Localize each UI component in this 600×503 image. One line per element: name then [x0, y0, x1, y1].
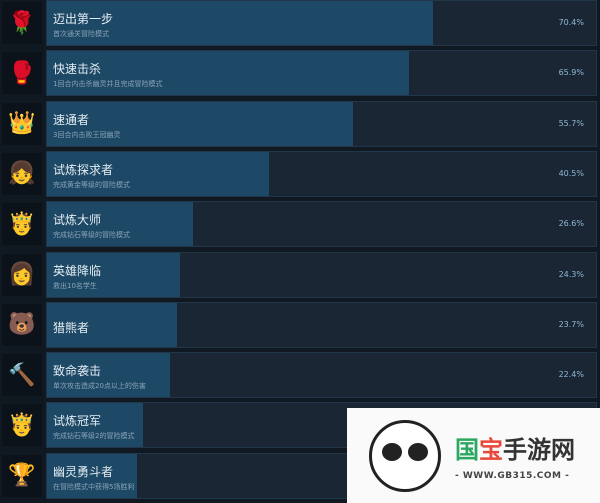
achievement-description: 3回合内击败王冠幽灵: [53, 130, 121, 139]
unlock-percentage: 22.4%: [558, 370, 584, 380]
progress-bar: 迈出第一步 首次通关冒险模式 70.4%: [46, 0, 597, 46]
watermark-logo: 国宝手游网 - WWW.GB315.COM -: [347, 408, 600, 503]
trophy-icon: 🏆: [2, 454, 42, 497]
unlock-percentage: 24.3%: [558, 269, 584, 279]
progress-bar: 快速击杀 1回合内击杀幽灵并且完成冒险模式 65.9%: [46, 50, 597, 97]
panda-icon: [369, 419, 441, 492]
achievement-row[interactable]: 👑 速通者 3回合内击败王冠幽灵 55.7%: [0, 100, 600, 147]
progress-fill: [47, 302, 178, 347]
achievement-name: 猎熊者: [53, 320, 90, 335]
achievement-description: 救出10名学生: [53, 281, 97, 290]
progress-fill: [47, 151, 270, 196]
progress-fill: [47, 101, 353, 146]
hammer-icon: 🔨: [2, 354, 42, 397]
achievement-name: 英雄降临: [53, 263, 102, 278]
progress-fill: [47, 403, 144, 448]
achievement-name: 快速击杀: [53, 62, 102, 77]
progress-bar: 英雄降临 救出10名学生 24.3%: [46, 251, 597, 298]
unlock-percentage: 40.5%: [558, 168, 584, 178]
achievement-row[interactable]: 🔨 致命袭击 单次攻击造成20点以上的伤害 22.4%: [0, 352, 600, 399]
unlock-percentage: 26.6%: [558, 219, 584, 229]
progress-fill: [47, 453, 138, 498]
achievement-row[interactable]: 🤴 试炼大师 完成钻石等级的冒险模式 26.6%: [0, 201, 600, 248]
progress-bar: 致命袭击 单次攻击造成20点以上的伤害 22.4%: [46, 352, 597, 399]
rose-icon: 🌹: [2, 2, 42, 44]
achievement-row[interactable]: 🌹 迈出第一步 首次通关冒险模式 70.4%: [0, 0, 600, 46]
achievement-name: 迈出第一步: [53, 12, 114, 26]
unlock-percentage: 65.9%: [558, 68, 584, 78]
boxing-glove-icon: 🥊: [2, 52, 42, 95]
progress-fill: [47, 51, 409, 96]
progress-fill: [47, 252, 181, 297]
achievement-description: 完成钻石等级的冒险模式: [53, 231, 130, 240]
achievement-row[interactable]: 👧 试炼探求者 完成黄金等级的冒险模式 40.5%: [0, 150, 600, 197]
achievement-name: 试炼大师: [53, 213, 102, 228]
progress-bar: 速通者 3回合内击败王冠幽灵 55.7%: [46, 100, 597, 147]
watermark-url: - WWW.GB315.COM -: [455, 471, 570, 481]
achievement-description: 首次通关冒险模式: [53, 30, 109, 38]
broken-crown-icon: 👑: [2, 102, 42, 145]
achievement-description: 单次攻击造成20点以上的伤害: [53, 382, 146, 391]
unlock-percentage: 23.7%: [558, 319, 584, 329]
achievement-description: 1回合内击杀幽灵并且完成冒险模式: [53, 80, 163, 89]
crowned-character-icon: 🤴: [2, 404, 42, 447]
purple-hair-character-icon: 👩: [2, 253, 42, 296]
achievement-row[interactable]: 👩 英雄降临 救出10名学生 24.3%: [0, 251, 600, 298]
progress-fill: [47, 353, 170, 398]
progress-fill: [47, 1, 434, 45]
achievement-description: 完成黄金等级的冒险模式: [53, 180, 130, 189]
progress-fill: [47, 202, 194, 247]
watermark-title: 国宝手游网: [455, 436, 575, 464]
character-icon: 👧: [2, 152, 42, 195]
bear-head-icon: 🐻: [2, 303, 42, 346]
achievement-name: 致命袭击: [53, 364, 102, 379]
achievement-row[interactable]: 🥊 快速击杀 1回合内击杀幽灵并且完成冒险模式 65.9%: [0, 50, 600, 97]
achievement-name: 幽灵勇斗者: [53, 464, 114, 479]
crowned-character-icon: 🤴: [2, 203, 42, 246]
unlock-percentage: 70.4%: [558, 18, 584, 27]
progress-bar: 试炼大师 完成钻石等级的冒险模式 26.6%: [46, 201, 597, 248]
unlock-percentage: 55.7%: [558, 118, 584, 128]
achievement-name: 试炼冠军: [53, 414, 102, 429]
achievement-description: 在冒险模式中获得5场胜利: [53, 482, 135, 491]
progress-bar: 猎熊者 23.7%: [46, 301, 597, 348]
progress-bar: 试炼探求者 完成黄金等级的冒险模式 40.5%: [46, 150, 597, 197]
achievement-row[interactable]: 🐻 猎熊者 23.7%: [0, 301, 600, 348]
achievement-name: 试炼探求者: [53, 162, 114, 177]
achievement-description: 完成钻石等级2的冒险模式: [53, 432, 135, 441]
achievement-name: 速通者: [53, 112, 90, 127]
